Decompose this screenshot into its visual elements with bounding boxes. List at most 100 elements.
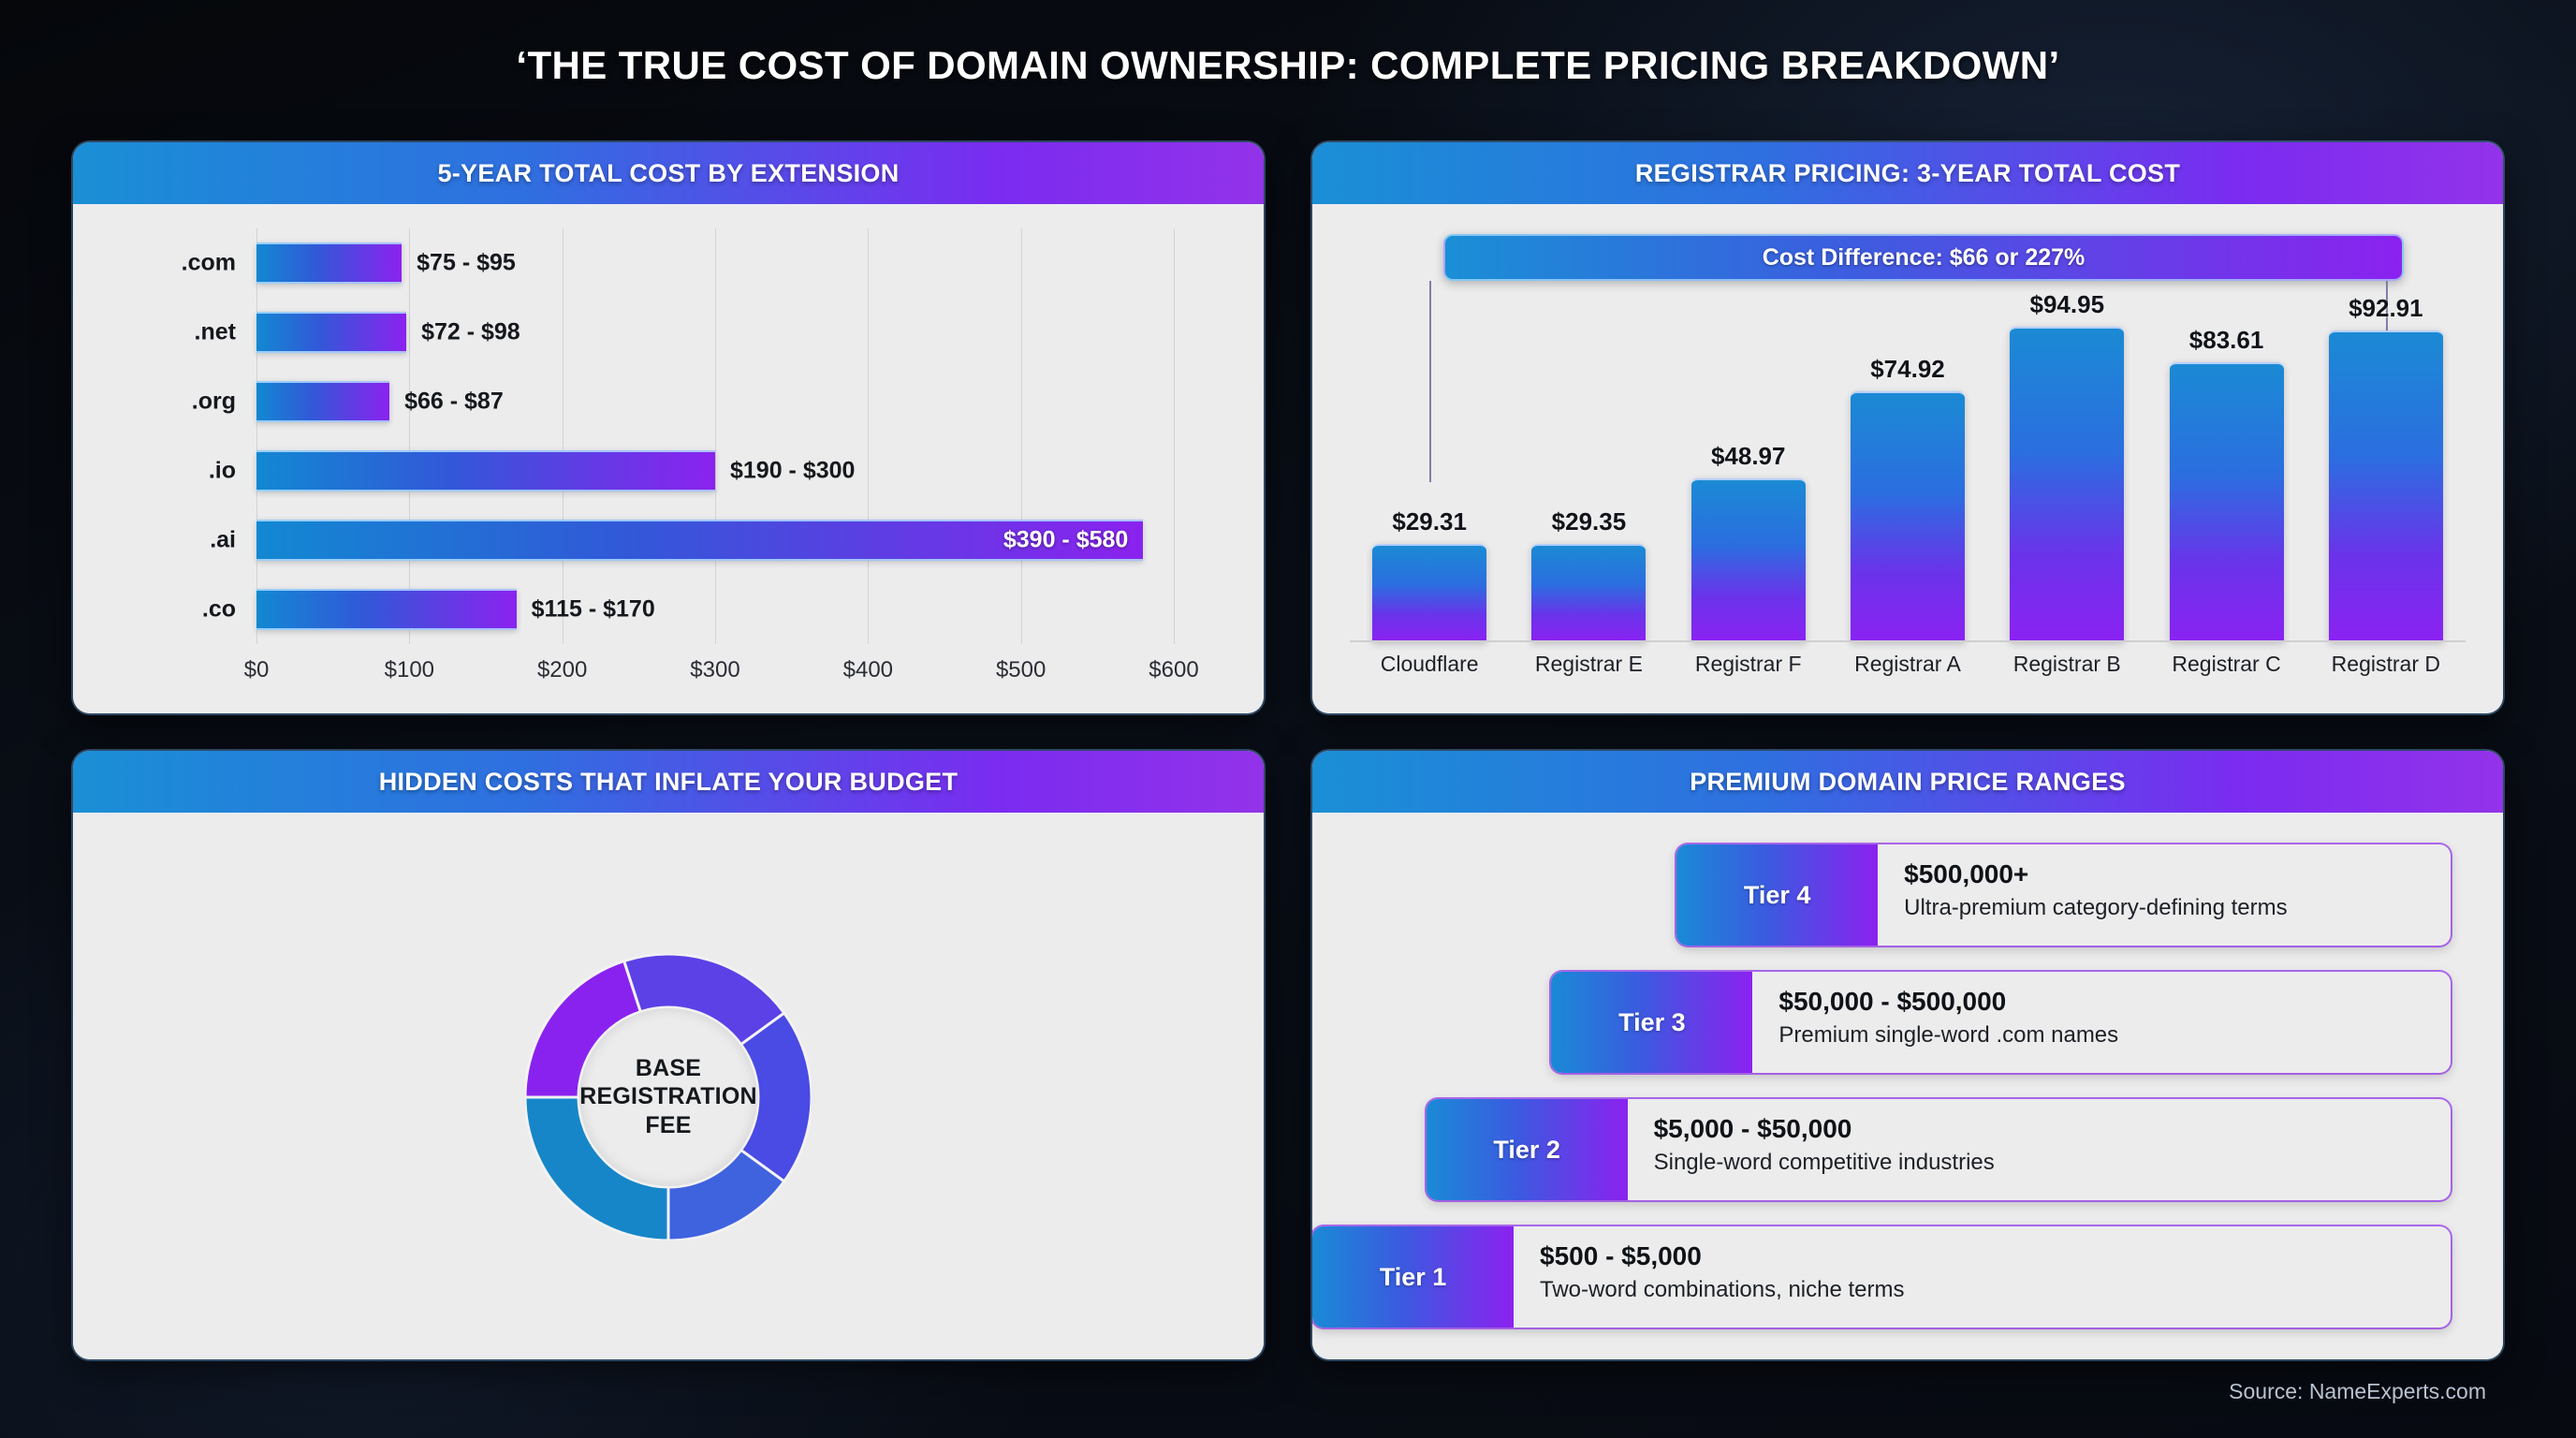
bar-column: $94.95 <box>2010 290 2125 642</box>
x-tick-label: $400 <box>842 657 894 682</box>
tier-price: $5,000 - $50,000 <box>1653 1114 1852 1143</box>
tier-label: Tier 1 <box>1379 1262 1447 1291</box>
panel-hidden-header: HIDDEN COSTS THAT INFLATE YOUR BUDGET <box>73 751 1264 813</box>
donut-center-label: BASE REGISTRATION FEE <box>579 1007 757 1186</box>
bar-value-label: $190 - $300 <box>730 457 856 484</box>
panel-extension-body: .com $75 - $95 .net $72 - $98 .org $66 - $87.… <box>73 204 1264 713</box>
tier-description: Ultra-premium category-defining terms <box>1904 895 2288 921</box>
bar <box>2010 327 2125 642</box>
panel-registrar-body: Cost Difference: $66 or 227% $29.31 $29.3… <box>1312 204 2503 713</box>
tier-label: Tier 3 <box>1618 1007 1686 1036</box>
x-tick-label: Cloudflare <box>1380 652 1479 676</box>
bar-column: $83.61 <box>2169 290 2284 642</box>
tier-row[interactable]: Tier 4 $500,000+ Ultra-premium category-de… <box>1676 844 2451 946</box>
panel-premium-header: PREMIUM DOMAIN PRICE RANGES <box>1312 751 2503 813</box>
tier-text: $50,000 - $500,000 Premium single-word .c… <box>1752 972 2451 1073</box>
callout-bracket-left <box>1429 281 1432 482</box>
bar-value-label: $66 - $87 <box>404 388 504 415</box>
source-credit: Source: NameExperts.com <box>2229 1379 2486 1403</box>
panel-extension-cost: 5-YEAR TOTAL COST BY EXTENSION .com $75 -… <box>73 142 1264 713</box>
registrar-bar-chart: Cost Difference: $66 or 227% $29.31 $29.3… <box>1350 225 2466 713</box>
tier-row[interactable]: Tier 1 $500 - $5,000 Two-word combinations… <box>1312 1226 2451 1328</box>
x-tick-label: Registrar F <box>1694 652 1802 676</box>
bar-value-label: $390 - $580 <box>1003 526 1129 553</box>
bar-category-label: .net <box>194 318 236 345</box>
gridline <box>562 228 564 644</box>
table-row: .ai $390 - $580 <box>210 506 1174 575</box>
extension-x-axis: $0 $100 $200 $300 $400 $500 $600 <box>244 657 1199 687</box>
bar-value-label: $29.35 <box>1551 506 1627 536</box>
bar <box>256 311 407 353</box>
bar-category-label: .co <box>201 595 236 623</box>
x-tick-label: $500 <box>995 657 1046 682</box>
bar <box>256 519 1144 561</box>
panel-registrar-header: REGISTRAR PRICING: 3-YEAR TOTAL COST <box>1312 142 2503 204</box>
registrar-bars: $29.31 $29.35 $48.97 $74.92 $94.95 $83.61 $92.… <box>1350 290 2466 642</box>
panel-registrar-title: REGISTRAR PRICING: 3-YEAR TOTAL COST <box>1634 158 2181 187</box>
bar-value-label: $94.95 <box>2029 290 2105 318</box>
x-tick-label: $600 <box>1149 657 1199 682</box>
panel-hidden-body: BASE REGISTRATION FEE 30-100% $10-$20 $1… <box>73 813 1264 1359</box>
panel-premium-body: Tier 4 $500,000+ Ultra-premium category-de… <box>1312 813 2503 1359</box>
panel-registrar-pricing: REGISTRAR PRICING: 3-YEAR TOTAL COST Cos… <box>1312 142 2503 713</box>
bar-column: $29.31 <box>1372 290 1487 642</box>
bar-column: $74.92 <box>1850 290 1965 642</box>
x-tick-label: Registrar C <box>2172 652 2281 676</box>
panel-grid: 5-YEAR TOTAL COST BY EXTENSION .com $75 -… <box>73 142 2503 1359</box>
gridline <box>256 228 257 644</box>
x-tick-label: Registrar D <box>2331 652 2440 676</box>
table-row: .co $115 - $170 <box>202 575 1174 644</box>
donut-slice-0 <box>523 1095 670 1242</box>
table-row: .net $72 - $98 <box>195 298 1174 367</box>
bar-value-label: $29.31 <box>1392 507 1467 536</box>
x-tick-label: $0 <box>243 657 270 682</box>
table-row: .com $75 - $95 <box>182 228 1174 298</box>
tier-row[interactable]: Tier 3 $50,000 - $500,000 Premium single-w… <box>1551 972 2451 1073</box>
panel-premium-title: PREMIUM DOMAIN PRICE RANGES <box>1690 767 2126 796</box>
bar <box>1690 477 1806 642</box>
x-tick-label: Registrar A <box>1854 652 1961 676</box>
gridline <box>715 228 716 644</box>
bar-column: $48.97 <box>1690 290 1806 642</box>
tier-row[interactable]: Tier 2 $5,000 - $50,000 Single-word compet… <box>1426 1099 2451 1200</box>
tier-badge: Tier 2 <box>1426 1099 1628 1200</box>
tier-badge: Tier 4 <box>1676 844 1879 946</box>
bar-category-label: .io <box>208 457 236 484</box>
bar <box>256 449 715 492</box>
bar <box>256 588 517 630</box>
page-title: ‘THE TRUE COST OF DOMAIN OWNERSHIP: COMP… <box>516 43 2060 87</box>
bar <box>1850 390 1965 642</box>
donut-ring: BASE REGISTRATION FEE <box>523 952 813 1242</box>
x-tick-label: Registrar E <box>1534 652 1643 676</box>
bar-value-label: $92.91 <box>2349 294 2423 323</box>
bar-category-label: .com <box>181 249 236 276</box>
cost-difference-callout: Cost Difference: $66 or 227% <box>1443 234 2404 281</box>
gridline <box>1174 228 1175 644</box>
panel-extension-title: 5-YEAR TOTAL COST BY EXTENSION <box>437 158 900 187</box>
donut-svg <box>523 952 813 1242</box>
tier-description: Two-word combinations, niche terms <box>1540 1277 1905 1303</box>
tier-text: $500 - $5,000 Two-word combinations, nich… <box>1514 1226 2451 1328</box>
bar-value-label: $72 - $98 <box>421 318 520 345</box>
bar-value-label: $75 - $95 <box>417 249 516 276</box>
panel-premium-tiers: PREMIUM DOMAIN PRICE RANGES Tier 4 $500,0… <box>1312 751 2503 1359</box>
registrar-x-axis: Cloudflare Registrar E Registrar F Registra… <box>1350 652 2466 689</box>
gridline <box>868 228 870 644</box>
tier-price: $500 - $5,000 <box>1540 1241 1702 1270</box>
tier-label: Tier 2 <box>1493 1135 1560 1164</box>
gridline <box>409 228 411 644</box>
gridline <box>1020 228 1022 644</box>
tier-badge: Tier 3 <box>1551 972 1753 1073</box>
tier-label: Tier 4 <box>1743 880 1811 909</box>
bar-value-label: $48.97 <box>1710 441 1786 470</box>
hidden-costs-donut-chart: BASE REGISTRATION FEE 30-100% $10-$20 $1… <box>73 813 1264 1359</box>
tier-price: $500,000+ <box>1904 859 2029 888</box>
bar-column: $92.91 <box>2328 290 2443 642</box>
tier-text: $5,000 - $50,000 Single-word competitive … <box>1628 1099 2451 1200</box>
panel-hidden-costs: HIDDEN COSTS THAT INFLATE YOUR BUDGET BA… <box>73 751 1264 1359</box>
bar <box>1531 543 1647 642</box>
bar <box>256 380 390 422</box>
premium-tier-list: Tier 4 $500,000+ Ultra-premium category-de… <box>1312 844 2451 1328</box>
tier-price: $50,000 - $500,000 <box>1778 987 2007 1016</box>
bar-value-label: $83.61 <box>2188 325 2264 354</box>
